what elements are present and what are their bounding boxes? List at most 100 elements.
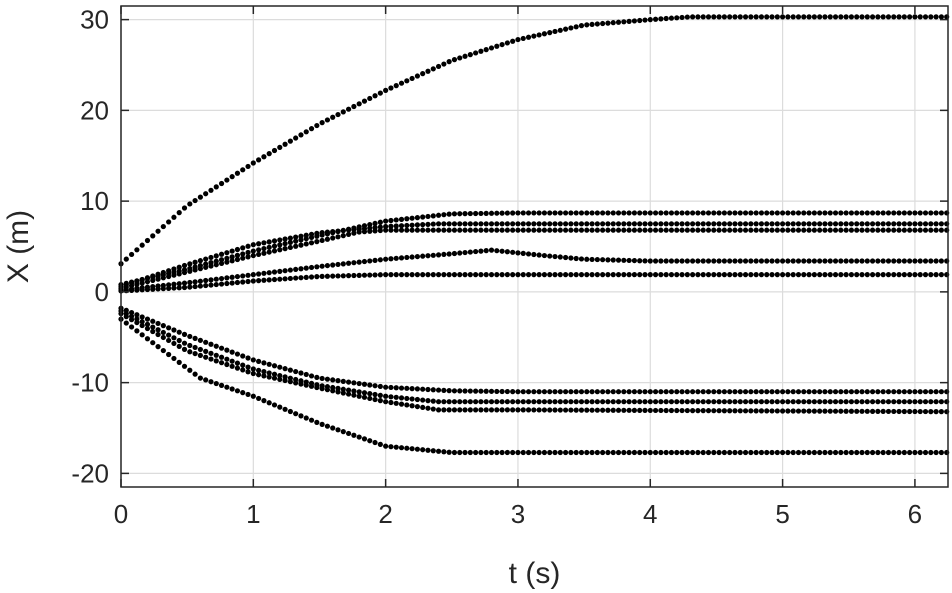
data-point bbox=[600, 399, 606, 405]
data-point bbox=[912, 227, 918, 233]
data-point bbox=[324, 117, 331, 123]
data-point bbox=[933, 14, 939, 20]
data-point bbox=[218, 354, 225, 360]
data-point bbox=[192, 283, 198, 290]
data-point bbox=[928, 210, 934, 216]
data-point bbox=[605, 399, 611, 405]
data-point bbox=[287, 239, 293, 245]
data-point bbox=[854, 227, 860, 233]
data-point bbox=[848, 258, 855, 264]
data-point bbox=[912, 389, 918, 395]
data-point bbox=[197, 346, 203, 353]
data-point bbox=[123, 320, 129, 326]
data-point bbox=[547, 399, 553, 405]
data-point bbox=[303, 241, 309, 247]
data-point bbox=[266, 374, 272, 380]
data-point bbox=[356, 434, 362, 440]
data-point bbox=[679, 399, 685, 405]
data-point bbox=[531, 399, 537, 405]
data-point bbox=[351, 230, 357, 236]
data-point bbox=[573, 272, 579, 278]
data-point bbox=[774, 389, 780, 395]
data-point bbox=[631, 18, 638, 24]
data-point bbox=[637, 210, 643, 216]
data-point bbox=[361, 229, 368, 235]
data-point bbox=[478, 388, 484, 394]
data-point bbox=[425, 447, 431, 453]
data-point bbox=[308, 417, 315, 423]
data-point bbox=[605, 449, 611, 456]
data-point bbox=[451, 407, 458, 413]
data-point bbox=[510, 210, 516, 216]
data-point bbox=[705, 221, 712, 227]
data-point bbox=[446, 399, 452, 405]
data-point bbox=[345, 430, 352, 437]
data-point bbox=[801, 389, 807, 395]
data-point bbox=[282, 406, 288, 412]
data-point bbox=[652, 16, 659, 22]
data-point bbox=[690, 389, 696, 395]
data-point bbox=[287, 138, 293, 144]
data-point bbox=[795, 449, 802, 456]
data-point bbox=[213, 380, 219, 387]
data-point bbox=[668, 221, 675, 227]
data-point bbox=[409, 396, 415, 402]
data-point bbox=[832, 221, 839, 227]
data-point bbox=[637, 272, 643, 278]
data-point bbox=[785, 408, 791, 414]
data-point bbox=[372, 439, 378, 446]
data-point bbox=[854, 258, 860, 264]
data-point bbox=[690, 272, 696, 278]
data-point bbox=[319, 386, 325, 392]
data-point bbox=[494, 227, 500, 233]
data-point bbox=[441, 61, 447, 67]
data-point bbox=[319, 237, 325, 244]
data-point bbox=[637, 399, 643, 405]
data-point bbox=[928, 258, 934, 264]
data-point bbox=[568, 221, 574, 227]
data-point bbox=[367, 395, 373, 402]
data-point bbox=[774, 227, 780, 233]
data-point bbox=[652, 210, 659, 216]
data-point bbox=[171, 285, 177, 291]
data-point bbox=[515, 36, 521, 43]
data-point bbox=[525, 221, 532, 227]
data-point bbox=[457, 211, 463, 217]
data-point bbox=[166, 219, 172, 225]
data-point bbox=[615, 227, 622, 233]
data-point bbox=[695, 272, 701, 278]
data-point bbox=[420, 404, 426, 411]
data-point bbox=[298, 237, 304, 243]
data-point bbox=[345, 379, 352, 385]
data-point bbox=[181, 284, 188, 291]
data-point bbox=[229, 274, 235, 280]
data-point bbox=[144, 336, 151, 342]
data-point bbox=[361, 436, 368, 442]
data-point bbox=[208, 263, 214, 269]
data-point bbox=[621, 227, 627, 233]
data-point bbox=[197, 266, 203, 272]
data-point bbox=[610, 221, 616, 227]
data-point bbox=[679, 210, 685, 216]
data-point bbox=[907, 221, 913, 227]
data-point bbox=[690, 449, 696, 456]
data-point bbox=[504, 221, 510, 227]
data-point bbox=[372, 272, 378, 278]
data-point bbox=[388, 444, 394, 450]
data-point bbox=[303, 232, 309, 238]
data-point bbox=[467, 399, 473, 405]
data-point bbox=[494, 399, 500, 405]
data-point bbox=[732, 14, 738, 20]
data-point bbox=[488, 210, 495, 216]
data-point bbox=[578, 256, 585, 262]
data-point bbox=[314, 230, 320, 236]
data-point bbox=[727, 408, 733, 414]
data-point bbox=[557, 221, 563, 227]
data-point bbox=[324, 376, 331, 382]
data-point bbox=[293, 243, 299, 249]
data-point bbox=[589, 21, 595, 28]
data-point bbox=[785, 221, 791, 227]
data-point bbox=[764, 389, 770, 395]
data-point bbox=[811, 389, 817, 395]
data-point bbox=[705, 14, 712, 20]
